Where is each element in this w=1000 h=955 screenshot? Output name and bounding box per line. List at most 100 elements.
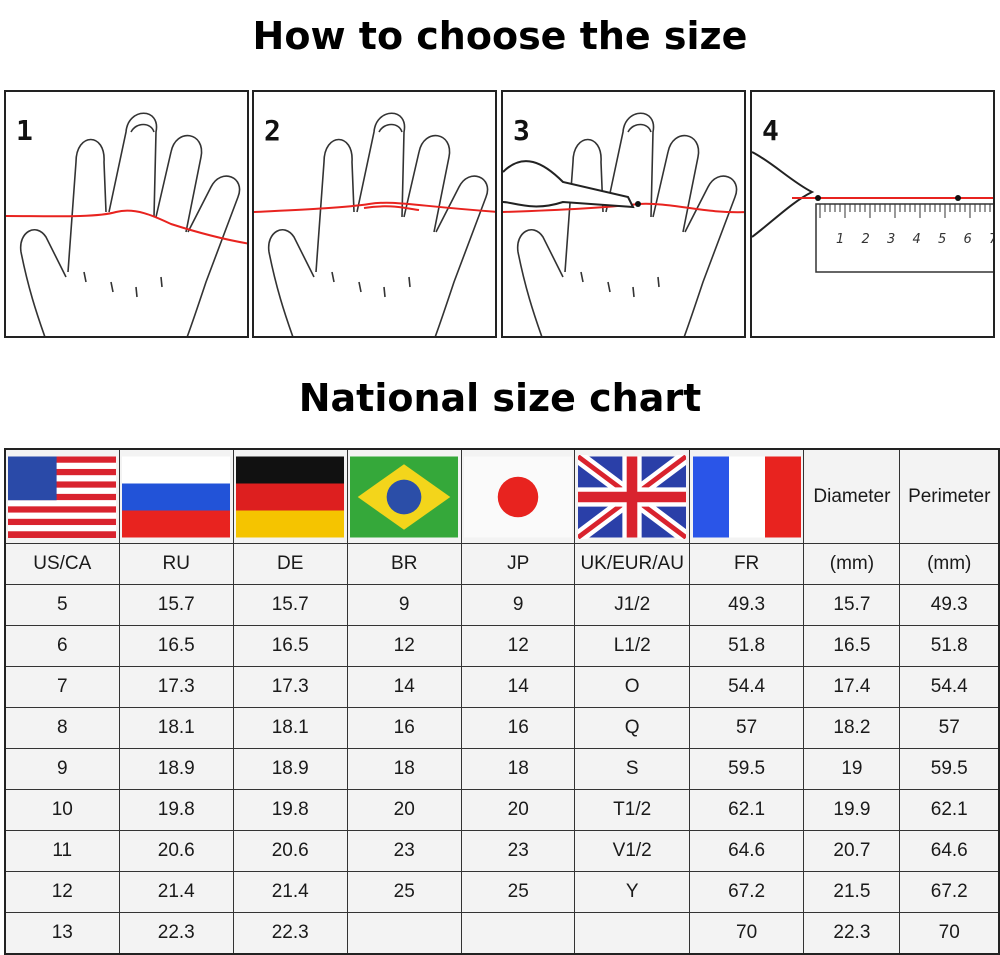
fr-flag-cell xyxy=(688,448,805,544)
table-cell: 16.5 xyxy=(232,625,348,667)
table-cell: 9 xyxy=(460,584,576,626)
table-cell: 14 xyxy=(460,666,576,708)
table-cell: J1/2 xyxy=(574,584,690,626)
table-cell: 9 xyxy=(4,748,120,790)
table-cell: 15.7 xyxy=(803,584,901,626)
table-cell: 20 xyxy=(460,789,576,831)
table-cell: 21.4 xyxy=(232,871,348,913)
table-cell: 67.2 xyxy=(899,871,1000,913)
table-cell: 15.7 xyxy=(118,584,234,626)
table-cell: 22.3 xyxy=(232,912,348,955)
table-cell: 5 xyxy=(4,584,120,626)
table-row: 8 18.1 18.1 16 16 Q 57 18.2 57 xyxy=(4,707,1000,749)
table-cell: 51.8 xyxy=(899,625,1000,667)
table-cell: 16.5 xyxy=(118,625,234,667)
br-flag-icon xyxy=(350,456,459,537)
table-cell: 14 xyxy=(346,666,462,708)
step-number: 1 xyxy=(16,114,33,147)
column-header: Diameter xyxy=(803,448,901,544)
table-cell: 25 xyxy=(460,871,576,913)
ru-flag-cell xyxy=(118,448,234,544)
hand-illustration xyxy=(254,112,495,336)
column-header: FR xyxy=(688,543,805,585)
table-cell: 18 xyxy=(346,748,462,790)
table-cell: 64.6 xyxy=(688,830,805,872)
table-cell: 12 xyxy=(460,625,576,667)
table-cell: 23 xyxy=(346,830,462,872)
table-cell: 51.8 xyxy=(688,625,805,667)
table-cell: 25 xyxy=(346,871,462,913)
table-cell: 23 xyxy=(460,830,576,872)
step-2-panel: 2 xyxy=(252,90,497,338)
ruler-illustration xyxy=(752,151,993,273)
table-cell: 70 xyxy=(899,912,1000,955)
table-cell: 21.4 xyxy=(118,871,234,913)
uk-flag-cell xyxy=(574,448,690,544)
table-cell: 49.3 xyxy=(899,584,1000,626)
table-cell: 16 xyxy=(346,707,462,749)
table-cell: 18.2 xyxy=(803,707,901,749)
table-cell: 49.3 xyxy=(688,584,805,626)
us-flag-cell xyxy=(4,448,120,544)
table-cell: O xyxy=(574,666,690,708)
de-flag-cell xyxy=(232,448,348,544)
br-flag-cell xyxy=(346,448,462,544)
column-header: (mm) xyxy=(899,543,1000,585)
jp-flag-icon xyxy=(464,456,573,537)
table-cell: 12 xyxy=(4,871,120,913)
step-4-panel: 4 1 2 3 4 5 6 7 xyxy=(750,90,995,338)
step-number: 4 xyxy=(762,114,779,147)
table-cell: Q xyxy=(574,707,690,749)
table-cell: 22.3 xyxy=(803,912,901,955)
table-cell: 59.5 xyxy=(899,748,1000,790)
table-cell: 62.1 xyxy=(899,789,1000,831)
table-cell xyxy=(460,912,576,955)
table-cell: 17.3 xyxy=(118,666,234,708)
ruler-label: 6 xyxy=(963,232,972,247)
table-cell: 11 xyxy=(4,830,120,872)
table-cell: 17.4 xyxy=(803,666,901,708)
step-3-panel: 3 xyxy=(501,90,746,338)
table-cell: 16.5 xyxy=(803,625,901,667)
hand-illustration xyxy=(503,112,744,336)
step-number: 3 xyxy=(513,114,530,147)
table-cell: V1/2 xyxy=(574,830,690,872)
size-chart-title: National size chart xyxy=(298,376,702,420)
table-cell: 22.3 xyxy=(118,912,234,955)
table-cell: 18.9 xyxy=(232,748,348,790)
table-cell: 18 xyxy=(460,748,576,790)
jp-flag-cell xyxy=(460,448,576,544)
table-cell: 10 xyxy=(4,789,120,831)
table-cell: 6 xyxy=(4,625,120,667)
table-row: 11 20.6 20.6 23 23 V1/2 64.6 20.7 64.6 xyxy=(4,830,1000,872)
ruler-label: 4 xyxy=(912,232,921,247)
table-cell: 18.1 xyxy=(118,707,234,749)
table-cell: 15.7 xyxy=(232,584,348,626)
column-header: US/CA xyxy=(4,543,120,585)
table-cell xyxy=(346,912,462,955)
table-cell: Y xyxy=(574,871,690,913)
table-row: 6 16.5 16.5 12 12 L1/2 51.8 16.5 51.8 xyxy=(4,625,1000,667)
table-cell: 19 xyxy=(803,748,901,790)
table-cell: 17.3 xyxy=(232,666,348,708)
column-header: RU xyxy=(118,543,234,585)
table-cell xyxy=(574,912,690,955)
table-row: 10 19.8 19.8 20 20 T1/2 62.1 19.9 62.1 xyxy=(4,789,1000,831)
step-number: 2 xyxy=(264,114,281,147)
header-row: US/CA RU DE BR JP UK/EUR/AU FR (mm) (mm) xyxy=(4,543,1000,585)
table-row: 13 22.3 22.3 70 22.3 70 xyxy=(4,912,1000,955)
table-cell: T1/2 xyxy=(574,789,690,831)
table-cell: 18.1 xyxy=(232,707,348,749)
table-cell: 64.6 xyxy=(899,830,1000,872)
ruler-label: 5 xyxy=(938,232,947,247)
column-header: BR xyxy=(346,543,462,585)
table-cell: 16 xyxy=(460,707,576,749)
table-cell: 20.6 xyxy=(232,830,348,872)
table-cell: 70 xyxy=(688,912,805,955)
table-cell: 20.7 xyxy=(803,830,901,872)
ru-flag-icon xyxy=(122,456,231,537)
table-cell: 12 xyxy=(346,625,462,667)
table-cell: 21.5 xyxy=(803,871,901,913)
step-1-panel: 1 xyxy=(4,90,249,338)
ruler-label: 3 xyxy=(887,232,896,247)
